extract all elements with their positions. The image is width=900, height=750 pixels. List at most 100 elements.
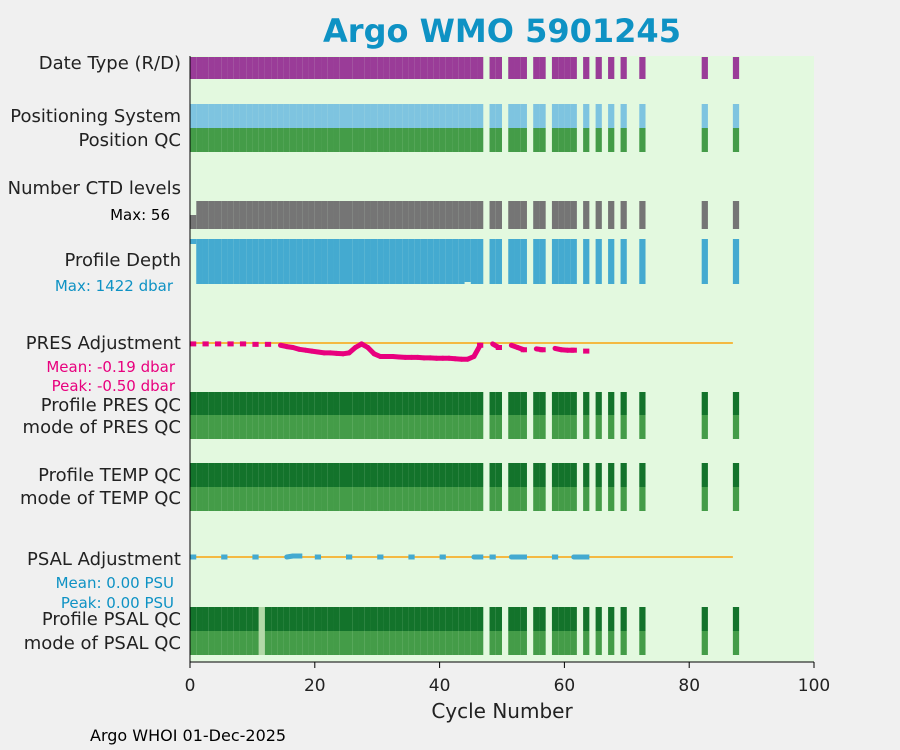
row-label: PRES Adjustment bbox=[26, 333, 181, 354]
qc-block bbox=[246, 631, 253, 655]
qc-block bbox=[364, 104, 371, 128]
qc-block bbox=[308, 128, 315, 152]
qc-block bbox=[539, 415, 546, 439]
qc-block bbox=[389, 201, 396, 229]
qc-block bbox=[464, 392, 471, 415]
row-label: Positioning System bbox=[10, 106, 181, 127]
qc-block bbox=[583, 57, 590, 79]
qc-block bbox=[383, 415, 390, 439]
qc-block bbox=[308, 104, 315, 128]
psal-peak-label: Peak: 0.00 PSU bbox=[61, 594, 174, 612]
depth-bar bbox=[333, 239, 340, 284]
qc-block bbox=[321, 392, 328, 415]
qc-block bbox=[233, 607, 240, 631]
qc-block bbox=[470, 487, 478, 511]
qc-block bbox=[227, 128, 234, 152]
depth-bar bbox=[271, 239, 278, 284]
qc-block bbox=[321, 128, 328, 152]
qc-block bbox=[190, 631, 197, 655]
depth-bar bbox=[346, 239, 353, 284]
depth-bar bbox=[395, 239, 403, 284]
x-tick-label: 20 bbox=[304, 676, 326, 696]
qc-block bbox=[389, 415, 396, 439]
qc-block bbox=[389, 392, 396, 415]
pres-adjustment-line bbox=[495, 345, 502, 350]
qc-block bbox=[732, 415, 740, 439]
qc-block bbox=[414, 631, 421, 655]
qc-block bbox=[427, 415, 434, 439]
row-label: mode of PRES QC bbox=[23, 417, 181, 438]
qc-block bbox=[433, 631, 440, 655]
qc-block bbox=[608, 631, 615, 655]
qc-block bbox=[370, 201, 378, 229]
qc-block bbox=[701, 607, 708, 631]
qc-block bbox=[308, 57, 315, 79]
qc-block bbox=[352, 128, 359, 152]
qc-block bbox=[308, 607, 315, 631]
qc-block bbox=[321, 415, 328, 439]
qc-block bbox=[346, 201, 353, 229]
qc-block bbox=[539, 607, 546, 631]
qc-block bbox=[445, 57, 453, 79]
qc-block bbox=[639, 104, 646, 128]
qc-block bbox=[308, 487, 315, 511]
depth-bar bbox=[732, 239, 740, 284]
qc-block bbox=[190, 463, 197, 487]
qc-block bbox=[639, 463, 646, 487]
qc-block bbox=[402, 487, 409, 511]
depth-bar bbox=[508, 239, 515, 284]
qc-block bbox=[208, 631, 215, 655]
qc-block bbox=[196, 104, 203, 128]
qc-block bbox=[208, 392, 215, 415]
qc-block bbox=[551, 201, 559, 229]
qc-block bbox=[520, 631, 527, 655]
qc-block bbox=[314, 104, 322, 128]
footer-credit: Argo WHOI 01-Dec-2025 bbox=[90, 726, 287, 745]
qc-block bbox=[533, 104, 540, 128]
qc-block bbox=[639, 607, 646, 631]
depth-bar bbox=[202, 239, 209, 284]
qc-block bbox=[620, 415, 627, 439]
qc-block bbox=[208, 415, 215, 439]
qc-block bbox=[190, 128, 197, 152]
depth-max-label: Max: 1422 dbar bbox=[55, 277, 174, 295]
pres-adjustment-line bbox=[214, 341, 222, 347]
qc-block bbox=[414, 463, 421, 487]
qc-block bbox=[608, 128, 615, 152]
psal-adjustment-line bbox=[296, 553, 303, 559]
qc-block bbox=[364, 128, 371, 152]
qc-block bbox=[539, 487, 546, 511]
depth-bar bbox=[639, 239, 646, 284]
depth-bar bbox=[246, 239, 253, 284]
qc-block bbox=[608, 201, 615, 229]
qc-block bbox=[408, 487, 415, 511]
qc-block bbox=[321, 487, 328, 511]
psal-adjustment-line bbox=[346, 554, 353, 560]
qc-block bbox=[252, 487, 259, 511]
qc-block bbox=[264, 392, 272, 415]
qc-block bbox=[339, 201, 346, 229]
qc-block bbox=[551, 607, 559, 631]
qc-block bbox=[539, 463, 546, 487]
qc-block bbox=[302, 392, 309, 415]
qc-block bbox=[458, 463, 465, 487]
qc-block bbox=[558, 128, 565, 152]
psal-adjustment-line bbox=[221, 554, 228, 560]
qc-block bbox=[570, 463, 577, 487]
qc-block bbox=[514, 57, 521, 79]
pres-adjustment-line bbox=[202, 341, 209, 347]
qc-block bbox=[296, 57, 303, 79]
qc-block bbox=[445, 128, 453, 152]
qc-block bbox=[433, 128, 440, 152]
qc-block bbox=[339, 57, 346, 79]
qc-block bbox=[608, 463, 615, 487]
qc-block bbox=[551, 57, 559, 79]
qc-block bbox=[352, 392, 359, 415]
qc-block bbox=[346, 631, 353, 655]
qc-block bbox=[408, 631, 415, 655]
qc-block bbox=[470, 201, 478, 229]
qc-block bbox=[296, 392, 303, 415]
qc-block bbox=[314, 57, 322, 79]
depth-bar bbox=[477, 239, 484, 284]
